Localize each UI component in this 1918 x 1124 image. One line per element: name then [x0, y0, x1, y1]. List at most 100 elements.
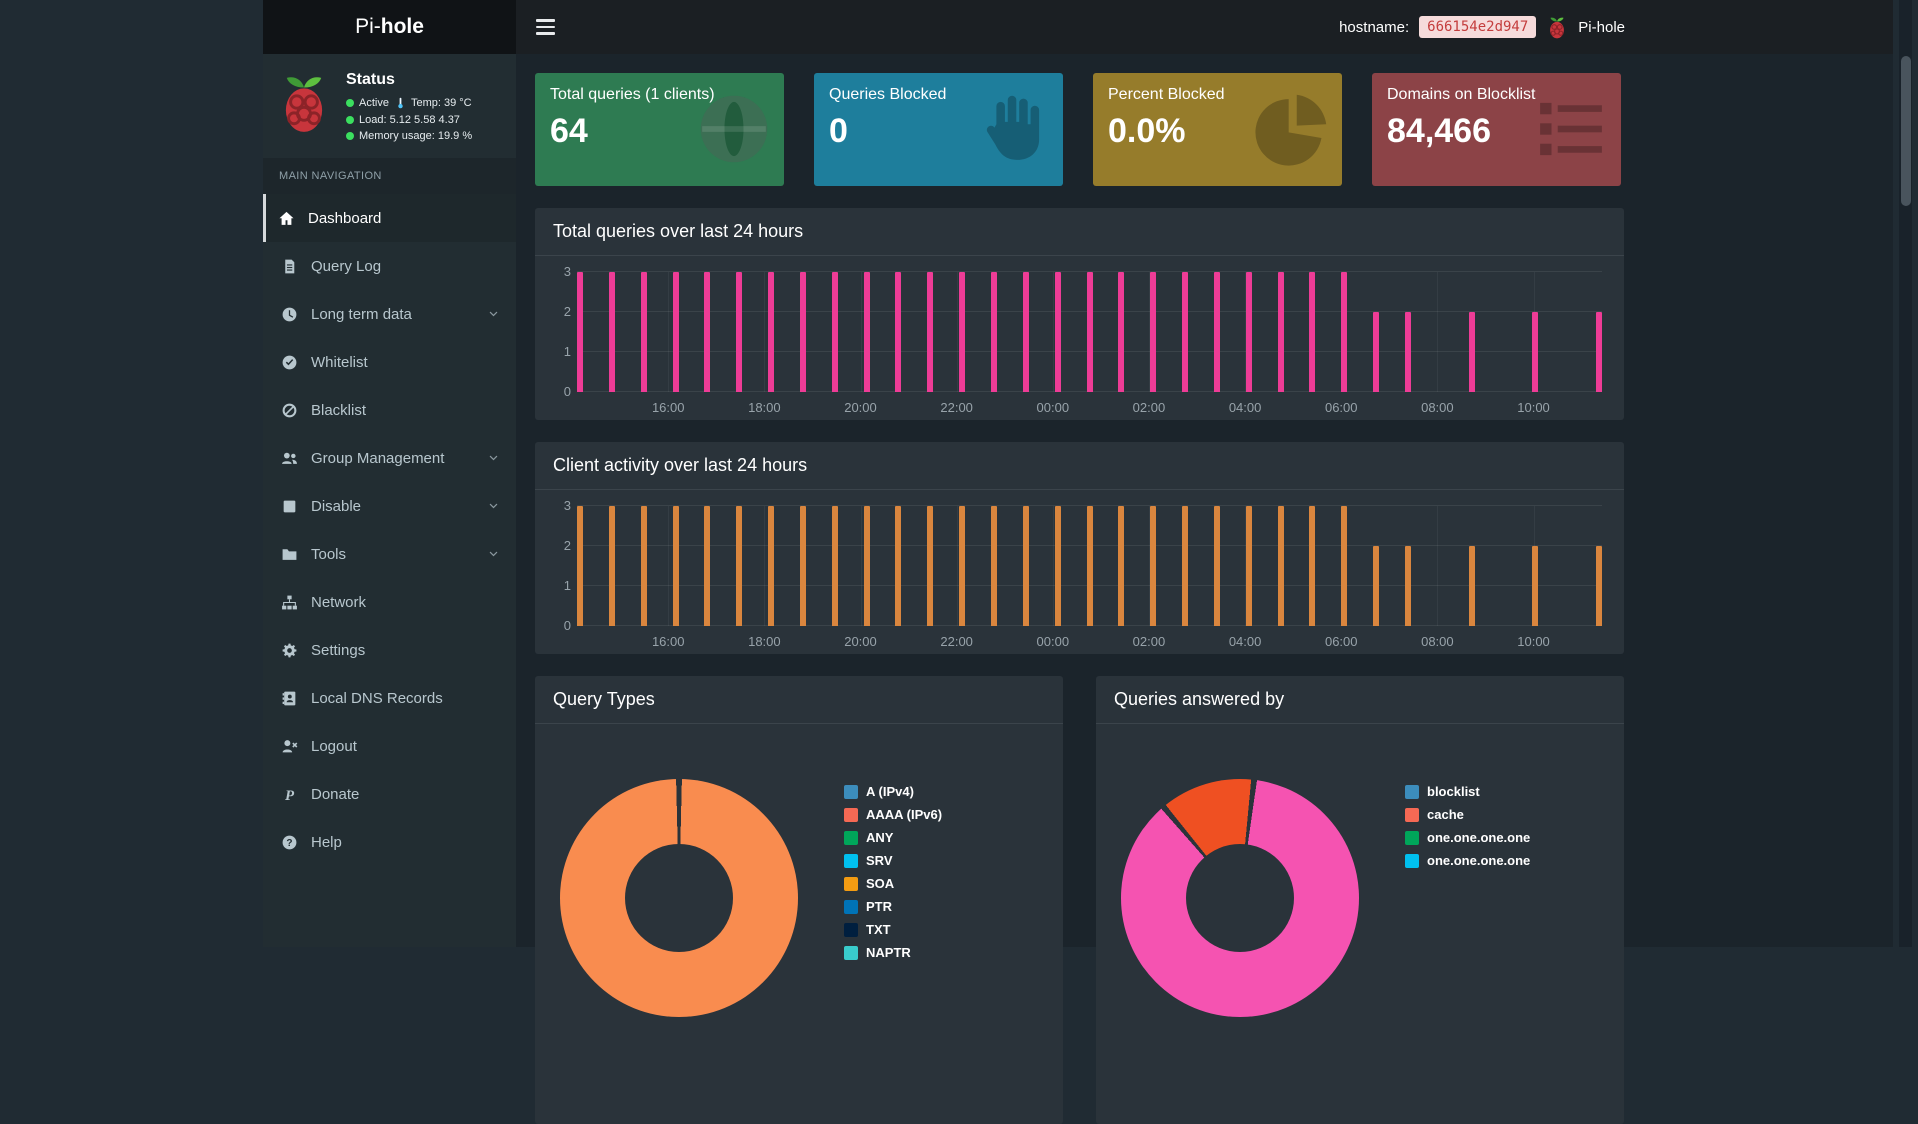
legend-item-a-ipv4[interactable]: A (IPv4): [844, 784, 942, 799]
legend-label: TXT: [866, 922, 891, 937]
query-bar: [768, 272, 775, 392]
summary-box-title: Queries Blocked: [829, 86, 947, 103]
legend-label: AAAA (IPv6): [866, 807, 943, 822]
sidebar-item-group-management[interactable]: Group Management: [263, 434, 516, 482]
sidebar-item-network[interactable]: Network: [263, 578, 516, 626]
bottom-row: Query Types A (IPv4) AAAA (IPv6) ANY SRV SOA…: [535, 676, 1893, 1124]
status-active-dot: [346, 99, 354, 107]
x-axis-label: 04:00: [1228, 634, 1262, 649]
x-axis-label: 10:00: [1517, 634, 1550, 649]
legend-item-naptr[interactable]: NAPTR: [844, 945, 942, 960]
legend-item-soa[interactable]: SOA: [844, 876, 942, 891]
legend-swatch: [1405, 830, 1419, 845]
legend-item-cache[interactable]: cache: [1405, 807, 1530, 822]
query-bar: [1022, 506, 1029, 626]
main-content: Total queries (1 clients) 64 Queries Block…: [516, 54, 1893, 1124]
sidebar-item-logout[interactable]: Logout: [263, 722, 516, 770]
hand-icon: [975, 91, 1051, 167]
legend-swatch: [844, 876, 858, 891]
plot-area: [577, 505, 1602, 626]
sidebar-item-tools[interactable]: Tools: [263, 530, 516, 578]
legend-label: one.one.one.one: [1427, 830, 1531, 845]
query-bar: [1468, 312, 1475, 392]
pihole-raspberry-icon: [285, 77, 323, 132]
sidebar-item-whitelist[interactable]: Whitelist: [263, 338, 516, 386]
legend-item-txt[interactable]: TXT: [844, 922, 942, 937]
panel-answered-by: Queries answered by blocklist cache one.on…: [1096, 676, 1624, 1124]
hostname-label: hostname:: [1339, 18, 1410, 36]
status-line-load: Load: 5.12 5.58 4.37: [346, 114, 472, 126]
sidebar-toggle-icon[interactable]: [536, 17, 558, 37]
query-bar: [672, 506, 679, 626]
summary-box-title: Total queries (1 clients): [550, 86, 715, 103]
sidebar-item-disable[interactable]: Disable: [263, 482, 516, 530]
query-bar: [895, 506, 902, 626]
panel-client-activity: Client activity over last 24 hours 0 1 2 3 1…: [535, 442, 1624, 654]
sidebar-item-long-term-data[interactable]: Long term data: [263, 290, 516, 338]
sidebar-item-donate[interactable]: P Donate: [263, 770, 516, 818]
sidebar-item-label: Network: [311, 593, 367, 611]
legend-item-one-one-one-one[interactable]: one.one.one.one: [1405, 830, 1530, 845]
query-bar: [831, 506, 838, 626]
sidebar-item-query-log[interactable]: Query Log: [263, 242, 516, 290]
legend-item-aaaa-ipv6[interactable]: AAAA (IPv6): [844, 807, 942, 822]
sidebar-item-label: Disable: [311, 497, 362, 515]
legend-label: blocklist: [1427, 784, 1480, 799]
sidebar-item-settings[interactable]: Settings: [263, 626, 516, 674]
navbar: hostname: 666154e2d947 Pi-hole: [516, 0, 1893, 54]
sidebar-item-dashboard[interactable]: Dashboard: [263, 194, 516, 242]
paypal-icon: P: [285, 787, 295, 802]
sidebar-item-label: Help: [311, 833, 342, 851]
legend-item-srv[interactable]: SRV: [844, 853, 942, 868]
sidebar-item-help[interactable]: ? Help: [263, 818, 516, 866]
temperature-icon: [394, 96, 406, 110]
page-scrollbar[interactable]: [1899, 0, 1912, 947]
summary-box-title: Percent Blocked: [1108, 86, 1225, 103]
legend-item-one-one-one-one[interactable]: one.one.one.one: [1405, 853, 1530, 868]
query-bar: [799, 506, 806, 626]
query-bar: [1054, 506, 1061, 626]
sidebar-item-blacklist[interactable]: Blacklist: [263, 386, 516, 434]
query-bar: [990, 506, 997, 626]
y-axis-label: 3: [563, 264, 571, 279]
sidebar: Status Active Temp: 39 °C Load: 5.12 5.5…: [263, 54, 516, 947]
query-bar: [1118, 506, 1125, 626]
query-bar: [863, 506, 870, 626]
answered-by-legend: blocklist cache one.one.one.one one.one.one…: [1405, 784, 1530, 868]
query-bar: [1532, 546, 1539, 626]
query-bar: [1086, 506, 1093, 626]
sidebar-item-label: Query Log: [311, 257, 382, 275]
svg-text:?: ?: [286, 838, 292, 849]
sidebar-item-local-dns-records[interactable]: Local DNS Records: [263, 674, 516, 722]
logo[interactable]: Pi-hole: [263, 0, 516, 54]
legend-swatch: [844, 899, 858, 914]
chevron-down-icon: [489, 311, 498, 316]
legend-item-ptr[interactable]: PTR: [844, 899, 942, 914]
legend-item-any[interactable]: ANY: [844, 830, 942, 845]
summary-box-percent-blocked: Percent Blocked 0.0%: [1093, 73, 1342, 186]
query-bar: [895, 272, 902, 392]
summary-box-value: 84,466: [1387, 112, 1491, 150]
donut-hole: [1186, 844, 1294, 952]
scrollbar-thumb[interactable]: [1900, 56, 1911, 206]
svg-text:P: P: [285, 787, 295, 802]
sidebar-nav: Dashboard Query Log Long term data Whitelis…: [263, 194, 516, 866]
check-icon: [282, 355, 297, 369]
summary-box-domains-on-blocklist: Domains on Blocklist 84,466: [1372, 73, 1621, 186]
summary-box-queries-blocked: Queries Blocked 0: [814, 73, 1063, 186]
legend-swatch: [844, 784, 858, 799]
query-bar: [1341, 506, 1348, 626]
plot-area: [577, 271, 1602, 392]
query-bar: [1182, 506, 1189, 626]
summary-box-value: 0: [829, 112, 848, 150]
x-axis-label: 20:00: [844, 634, 877, 649]
query-bar: [1596, 546, 1602, 626]
query-bar: [1373, 546, 1380, 626]
query-bar: [1213, 506, 1220, 626]
x-axis-label: 10:00: [1517, 400, 1550, 415]
chevron-down-icon: [489, 455, 498, 460]
summary-box-title: Domains on Blocklist: [1387, 86, 1536, 103]
legend-item-blocklist[interactable]: blocklist: [1405, 784, 1530, 799]
legend-swatch: [844, 853, 858, 868]
x-axis-label: 16:00: [651, 634, 685, 649]
